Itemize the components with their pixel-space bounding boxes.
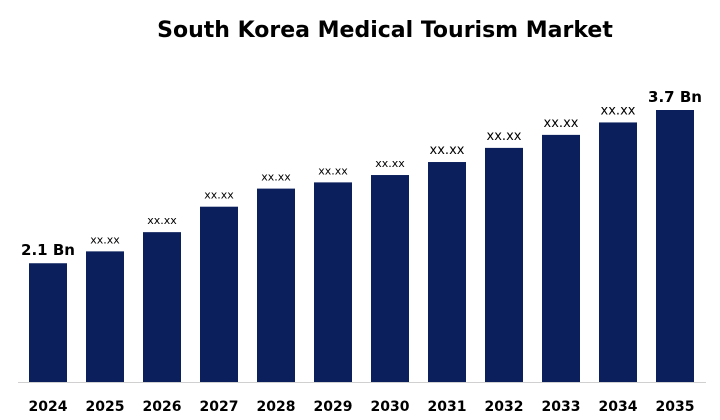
data-label-2029: xx.xx	[318, 164, 348, 177]
x-tick-2025: 2025	[86, 399, 125, 415]
bar-2030	[371, 175, 409, 382]
bar-2033	[542, 134, 580, 382]
x-tick-2027: 2027	[200, 399, 239, 415]
chart-title: South Korea Medical Tourism Market	[157, 18, 613, 43]
x-tick-2032: 2032	[485, 399, 524, 415]
data-label-2025: xx.xx	[90, 233, 120, 246]
data-label-2024: 2.1 Bn	[21, 241, 75, 259]
bar-2028	[257, 188, 295, 382]
data-label-2032: xx.xx	[487, 129, 522, 144]
x-tick-2031: 2031	[428, 399, 467, 415]
x-tick-2026: 2026	[143, 399, 182, 415]
x-tick-2033: 2033	[542, 399, 581, 415]
bar-2025	[86, 251, 124, 382]
data-label-2035: 3.7 Bn	[648, 88, 702, 106]
data-label-2030: xx.xx	[375, 157, 405, 170]
data-label-2033: xx.xx	[544, 116, 579, 131]
bar-2029	[314, 182, 352, 382]
data-label-2031: xx.xx	[430, 143, 465, 158]
x-tick-2030: 2030	[371, 399, 410, 415]
bar-2027	[200, 206, 238, 382]
bar-2034	[599, 122, 637, 383]
bar-2024	[29, 263, 67, 382]
data-label-2034: xx.xx	[601, 103, 636, 118]
bar-2026	[143, 232, 181, 382]
data-label-2028: xx.xx	[261, 171, 291, 184]
bar-2032	[485, 147, 523, 382]
x-tick-2024: 2024	[29, 399, 68, 415]
x-tick-2028: 2028	[257, 399, 296, 415]
x-tick-2029: 2029	[314, 399, 353, 415]
x-tick-2034: 2034	[599, 399, 638, 415]
data-label-2026: xx.xx	[147, 214, 177, 227]
x-tick-2035: 2035	[656, 399, 695, 415]
data-label-2027: xx.xx	[204, 189, 234, 202]
bar-2035	[656, 110, 694, 382]
bar-2031	[428, 162, 466, 382]
